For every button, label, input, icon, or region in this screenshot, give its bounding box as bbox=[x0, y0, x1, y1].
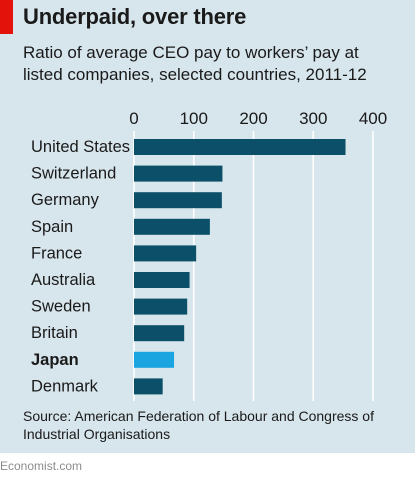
x-tick-label: 0 bbox=[129, 109, 138, 128]
x-tick-label: 400 bbox=[359, 109, 387, 128]
bar bbox=[134, 298, 188, 315]
category-label: Switzerland bbox=[31, 165, 116, 183]
category-label: Denmark bbox=[31, 377, 99, 395]
category-label: United States bbox=[31, 138, 130, 156]
chart-subtitle: Ratio of average CEO pay to workers’ pay… bbox=[23, 43, 367, 84]
category-label: France bbox=[31, 244, 82, 262]
brand-tab bbox=[0, 0, 13, 34]
chart-title: Underpaid, over there bbox=[23, 4, 247, 29]
chart-panel: Underpaid, over there Ratio of average C… bbox=[0, 0, 415, 453]
bar-chart: 0 100 200 300 400 United States Switzerland Ger… bbox=[31, 109, 387, 401]
x-tick-label: 300 bbox=[299, 109, 327, 128]
category-label: Sweden bbox=[31, 298, 91, 316]
category-label: Japan bbox=[31, 351, 79, 369]
bar bbox=[134, 325, 185, 342]
x-tick-label: 100 bbox=[180, 109, 208, 128]
bar bbox=[134, 245, 197, 262]
brand-footer: Economist.com bbox=[0, 459, 83, 473]
bar bbox=[134, 272, 190, 288]
x-tick-label: 200 bbox=[239, 109, 267, 128]
bar bbox=[134, 192, 222, 209]
category-label: Germany bbox=[31, 191, 100, 209]
bar bbox=[134, 351, 175, 368]
category-label: Spain bbox=[31, 218, 73, 236]
category-label: Britain bbox=[31, 324, 78, 342]
category-label: Australia bbox=[31, 271, 96, 289]
bar bbox=[134, 378, 163, 395]
source-note: Source: American Federation of Labour an… bbox=[23, 408, 374, 442]
bar bbox=[134, 139, 346, 155]
bar bbox=[134, 165, 223, 182]
bar bbox=[134, 218, 210, 235]
